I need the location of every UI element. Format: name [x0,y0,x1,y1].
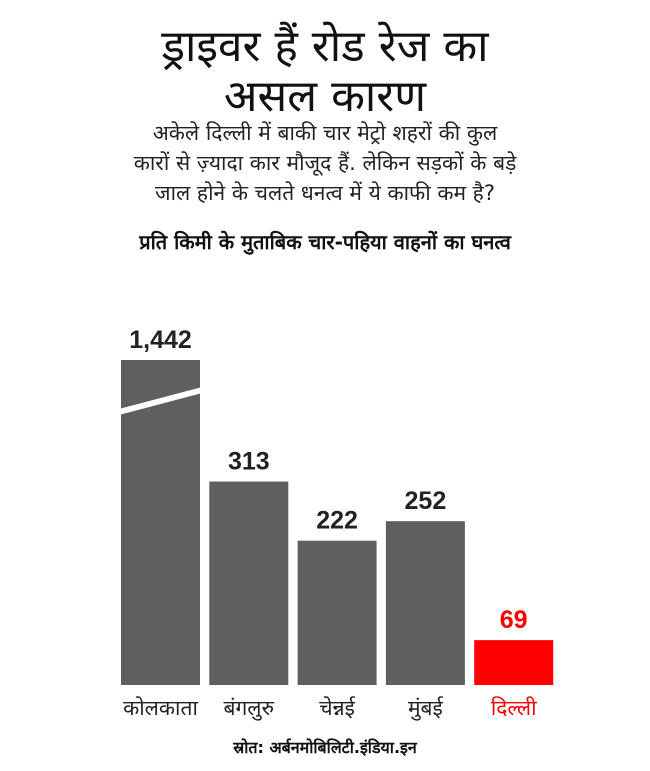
bar [385,521,465,685]
category-label: मुंबई [408,696,444,721]
subtitle-line: कारों से ज़्यादा कार मौजूद हैं. लेकिन सड… [133,151,517,175]
bar [297,540,377,685]
category-label: कोलकाता [123,696,198,720]
data-label: 252 [405,487,447,515]
data-label: 69 [500,606,528,634]
subtitle-line: अकेले दिल्ली में बाकी चार मेट्रो शहरों क… [152,121,498,145]
headline-line: ड्राइवर हैं रोड रेज का [161,21,489,72]
chart-title: प्रति किमी के मुताबिक चार-पहिया वाहनों क… [139,230,511,254]
category-label: बंगलुरु [223,696,274,721]
source-note: स्रोत: अर्बनमोबिलिटी.इंडिया.इन [233,738,417,757]
subtitle: अकेले दिल्ली में बाकी चार मेट्रो शहरों क… [0,118,650,208]
bar [209,481,289,685]
headline-line: असल कारण [223,71,427,122]
bar [121,360,200,685]
data-label: 1,442 [129,326,192,354]
category-label: दिल्ली [491,696,537,720]
data-label: 313 [228,448,270,476]
category-label: चेन्नई [319,696,356,720]
subtitle-line: जाल होने के चलते धनत्व में ये काफी कम है… [155,181,495,205]
headline: ड्राइवर हैं रोड रेज का असल कारण [0,22,650,122]
bar [474,640,554,685]
axis-break-mark [115,386,206,416]
data-label: 222 [316,507,358,535]
